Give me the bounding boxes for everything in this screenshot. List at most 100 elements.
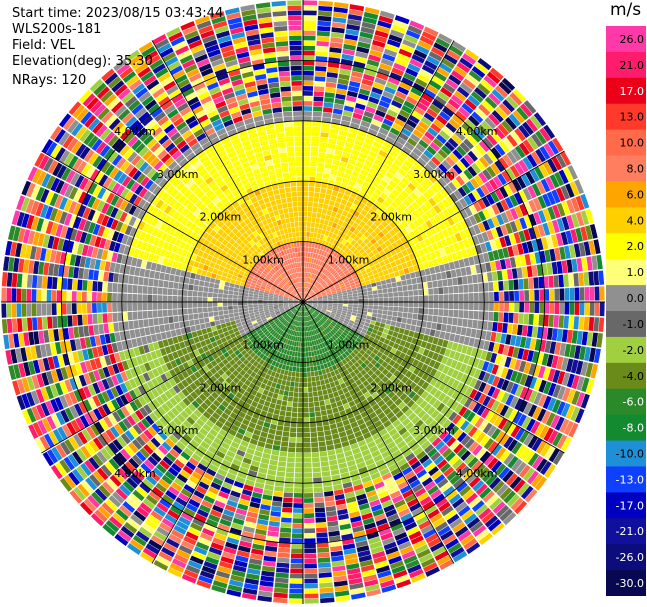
range-gate bbox=[369, 123, 380, 132]
range-gate bbox=[409, 373, 417, 382]
range-gate bbox=[319, 287, 324, 291]
range-gate bbox=[307, 303, 313, 305]
range-gate bbox=[518, 313, 524, 324]
range-gate bbox=[303, 372, 307, 378]
range-gate bbox=[418, 139, 429, 149]
range-gate bbox=[307, 257, 310, 263]
range-gate bbox=[408, 266, 415, 273]
range-gate bbox=[505, 95, 519, 109]
range-gate bbox=[471, 147, 482, 159]
range-gate bbox=[429, 103, 441, 114]
range-gate bbox=[306, 357, 310, 362]
range-gate bbox=[436, 115, 448, 126]
range-gate bbox=[538, 163, 549, 178]
range-gate bbox=[319, 451, 328, 457]
range-gate bbox=[366, 133, 376, 141]
range-gate bbox=[422, 282, 428, 289]
range-gate bbox=[374, 30, 389, 39]
range-gate bbox=[437, 91, 450, 102]
range-gate bbox=[417, 216, 425, 225]
range-gate bbox=[442, 316, 448, 325]
range-gate bbox=[376, 285, 383, 290]
range-gate bbox=[386, 345, 393, 352]
range-gate bbox=[355, 51, 369, 59]
range-gate bbox=[456, 343, 464, 353]
range-gate bbox=[329, 286, 335, 290]
range-gate bbox=[407, 313, 413, 319]
range-gate bbox=[321, 384, 327, 391]
range-gate bbox=[387, 167, 397, 176]
range-gate bbox=[329, 47, 342, 54]
range-gate bbox=[288, 391, 294, 397]
range-gate bbox=[534, 166, 545, 180]
range-gate bbox=[441, 145, 452, 156]
range-gate bbox=[288, 366, 293, 372]
range-gate bbox=[456, 160, 467, 172]
range-gate bbox=[312, 279, 316, 285]
range-gate bbox=[498, 140, 510, 154]
range-gate bbox=[508, 312, 514, 323]
range-gate bbox=[438, 294, 444, 302]
range-gate bbox=[341, 177, 350, 185]
range-gate bbox=[431, 99, 444, 110]
range-gate bbox=[504, 117, 517, 130]
range-gate bbox=[354, 280, 360, 285]
range-gate bbox=[343, 297, 348, 300]
range-gate bbox=[479, 156, 490, 168]
range-gate bbox=[384, 216, 393, 225]
range-gate bbox=[533, 112, 547, 127]
range-gate bbox=[465, 266, 472, 276]
range-gate bbox=[319, 288, 325, 292]
range-gate bbox=[275, 383, 281, 390]
range-gate bbox=[340, 274, 347, 280]
range-gate bbox=[498, 81, 512, 95]
range-gate bbox=[269, 402, 276, 409]
range-gate bbox=[343, 329, 350, 335]
range-gate bbox=[341, 210, 349, 217]
range-gate bbox=[540, 178, 551, 193]
range-gate bbox=[306, 267, 309, 273]
range-gate bbox=[320, 405, 326, 411]
range-gate bbox=[447, 377, 456, 387]
range-gate bbox=[435, 272, 442, 281]
range-gate bbox=[453, 242, 461, 252]
range-gate bbox=[307, 377, 312, 382]
range-gate bbox=[303, 141, 311, 147]
range-gate bbox=[473, 379, 482, 391]
range-gate bbox=[270, 454, 279, 461]
range-gate bbox=[342, 322, 348, 327]
range-gate bbox=[311, 376, 316, 382]
range-gate bbox=[434, 249, 442, 258]
range-gate bbox=[434, 95, 447, 106]
range-gate bbox=[429, 251, 437, 260]
range-gate bbox=[519, 336, 527, 348]
range-gate bbox=[303, 472, 313, 478]
range-gate bbox=[366, 101, 378, 109]
range-gate bbox=[339, 272, 345, 278]
range-gate bbox=[389, 325, 395, 331]
range-gate bbox=[393, 271, 400, 277]
range-gate bbox=[329, 284, 334, 289]
range-gate bbox=[303, 101, 313, 106]
range-gate bbox=[464, 49, 479, 61]
range-gate bbox=[422, 314, 428, 321]
range-gate bbox=[370, 44, 384, 53]
range-gate bbox=[470, 328, 477, 338]
range-gate bbox=[355, 134, 366, 142]
range-gate bbox=[342, 308, 348, 312]
range-gate bbox=[433, 361, 441, 370]
range-gate bbox=[338, 236, 344, 243]
range-gate bbox=[275, 430, 283, 436]
range-gate bbox=[315, 56, 328, 62]
range-gate bbox=[355, 260, 362, 267]
range-gate bbox=[438, 287, 444, 295]
range-gate bbox=[316, 172, 323, 178]
range-gate bbox=[340, 314, 346, 318]
range-gate bbox=[344, 189, 352, 196]
range-gate bbox=[309, 176, 316, 182]
range-gate bbox=[486, 133, 498, 146]
range-gate bbox=[499, 404, 509, 417]
range-gate bbox=[313, 274, 317, 280]
range-gate bbox=[359, 320, 365, 325]
range-gate bbox=[441, 174, 451, 185]
